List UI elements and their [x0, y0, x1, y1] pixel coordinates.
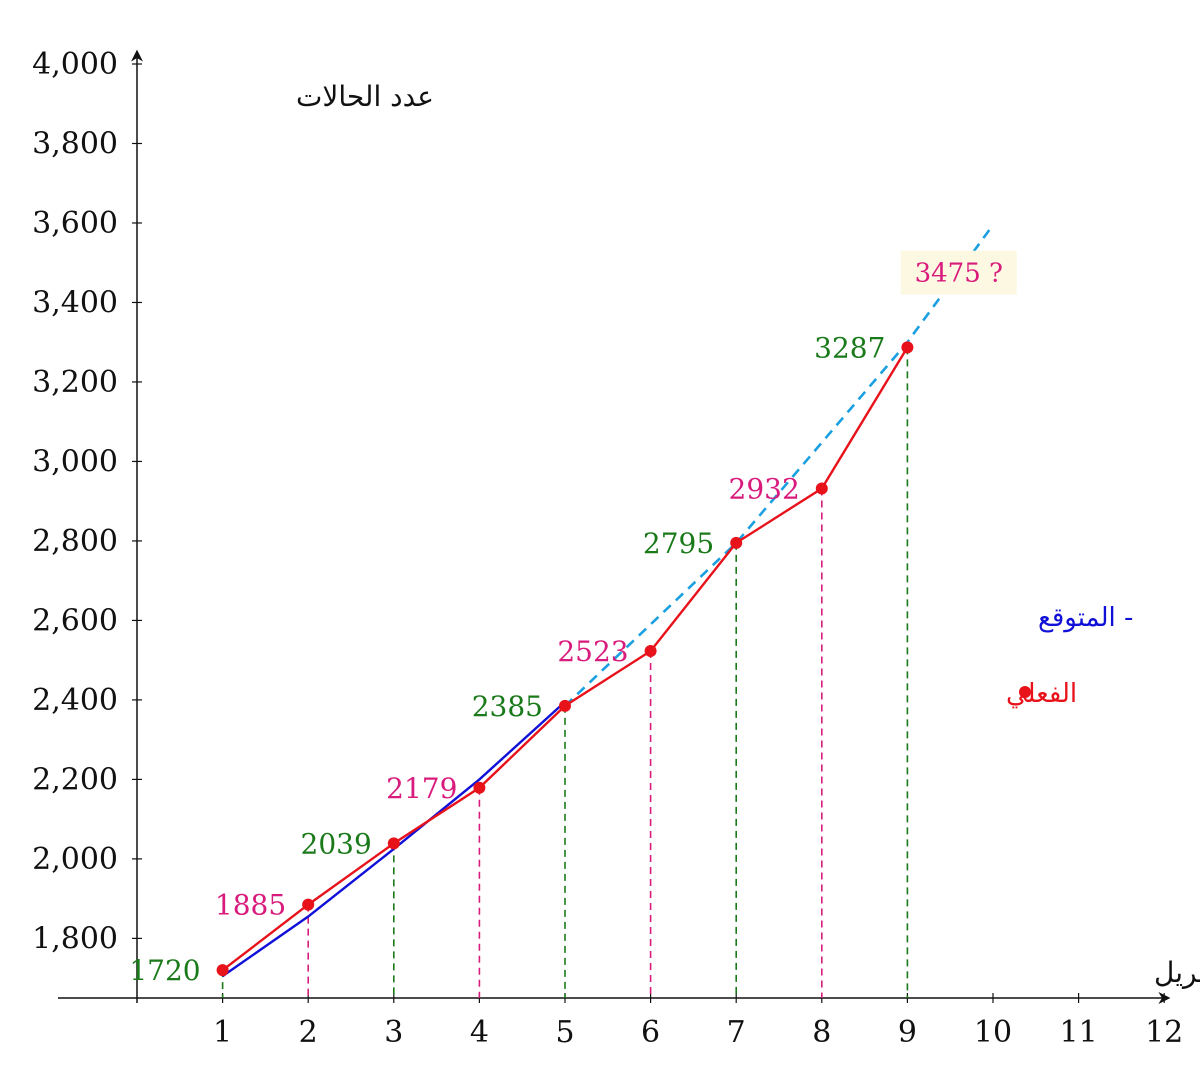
- x-tick-label-2: 2: [299, 1015, 318, 1050]
- point-label-3287: 3287: [814, 331, 885, 364]
- y-tick-label-1,800: 1,800: [32, 921, 118, 956]
- actual-point-7: [730, 536, 743, 549]
- actual-point-6: [644, 645, 657, 658]
- x-tick-label-7: 7: [727, 1015, 746, 1050]
- y-tick-label-3,400: 3,400: [32, 285, 118, 320]
- x-tick-label-4: 4: [470, 1015, 489, 1050]
- drop-lines: [221, 347, 909, 998]
- x-tick-label-10: 10: [974, 1015, 1012, 1050]
- actual-markers: [216, 341, 914, 977]
- projection-line: [564, 224, 995, 707]
- y-tick-label-2,400: 2,400: [32, 683, 118, 718]
- prediction-callout-background: [900, 250, 1017, 295]
- legend-item-actual: الفعلي: [1006, 679, 1077, 709]
- prediction-callout-label: 3475 ?: [915, 259, 1003, 289]
- x-tick-label-1: 1: [213, 1015, 232, 1050]
- x-tick-label-11: 11: [1060, 1015, 1098, 1050]
- point-labels: 1720 1885 2039 2179 2385 2523 2795 2932 3287: [129, 331, 885, 987]
- actual-point-5: [559, 699, 571, 712]
- y-tick-label-2,800: 2,800: [32, 524, 118, 559]
- point-label-2179: 2179: [386, 772, 457, 805]
- x-tick-label-5: 5: [555, 1015, 574, 1050]
- y-tick-label-3,000: 3,000: [32, 444, 118, 479]
- legend-item-expected: - المتوقع: [1038, 603, 1133, 633]
- legend-marker-actual: [1019, 686, 1031, 698]
- x-tick-label-9: 9: [898, 1015, 917, 1050]
- y-axis-title: عدد الحالات: [296, 80, 434, 113]
- y-tick-label-3,600: 3,600: [32, 206, 118, 241]
- x-axis-ticks: 1 2 3 4 5 6 7 8 9 10 11 12: [213, 993, 1183, 1050]
- y-tick-label-3,200: 3,200: [32, 365, 118, 400]
- actual-point-3: [387, 837, 400, 850]
- y-tick-label-3,800: 3,800: [32, 126, 118, 161]
- prediction-callout: 3475 ?: [900, 250, 1017, 295]
- y-axis-ticks: 1,800 2,000 2,200 2,400 2,600 2,800 3,000 3,200…: [32, 47, 142, 956]
- point-label-2932: 2932: [729, 472, 800, 505]
- actual-point-8: [815, 482, 828, 495]
- y-tick-label-2,000: 2,000: [32, 842, 118, 877]
- x-tick-label-8: 8: [812, 1015, 831, 1050]
- actual-point-1: [216, 964, 229, 977]
- actual-point-2: [302, 898, 315, 911]
- x-tick-label-12: 12: [1145, 1015, 1183, 1050]
- y-tick-label-2,200: 2,200: [32, 762, 118, 797]
- y-tick-label-2,600: 2,600: [32, 603, 118, 638]
- point-label-2795: 2795: [643, 527, 714, 560]
- x-tick-label-6: 6: [641, 1015, 660, 1050]
- point-label-2523: 2523: [557, 635, 628, 668]
- point-label-1720: 1720: [129, 954, 200, 987]
- x-tick-label-3: 3: [384, 1015, 403, 1050]
- point-label-2039: 2039: [301, 827, 372, 860]
- x-axis-title: إبريل: [1154, 956, 1200, 989]
- legend: - المتوقع الفعلي: [1006, 603, 1133, 709]
- actual-point-4: [473, 781, 486, 794]
- y-tick-label-4,000: 4,000: [32, 47, 118, 82]
- actual-point-9: [901, 341, 914, 354]
- point-label-2385: 2385: [472, 690, 543, 723]
- point-label-1885: 1885: [215, 889, 286, 922]
